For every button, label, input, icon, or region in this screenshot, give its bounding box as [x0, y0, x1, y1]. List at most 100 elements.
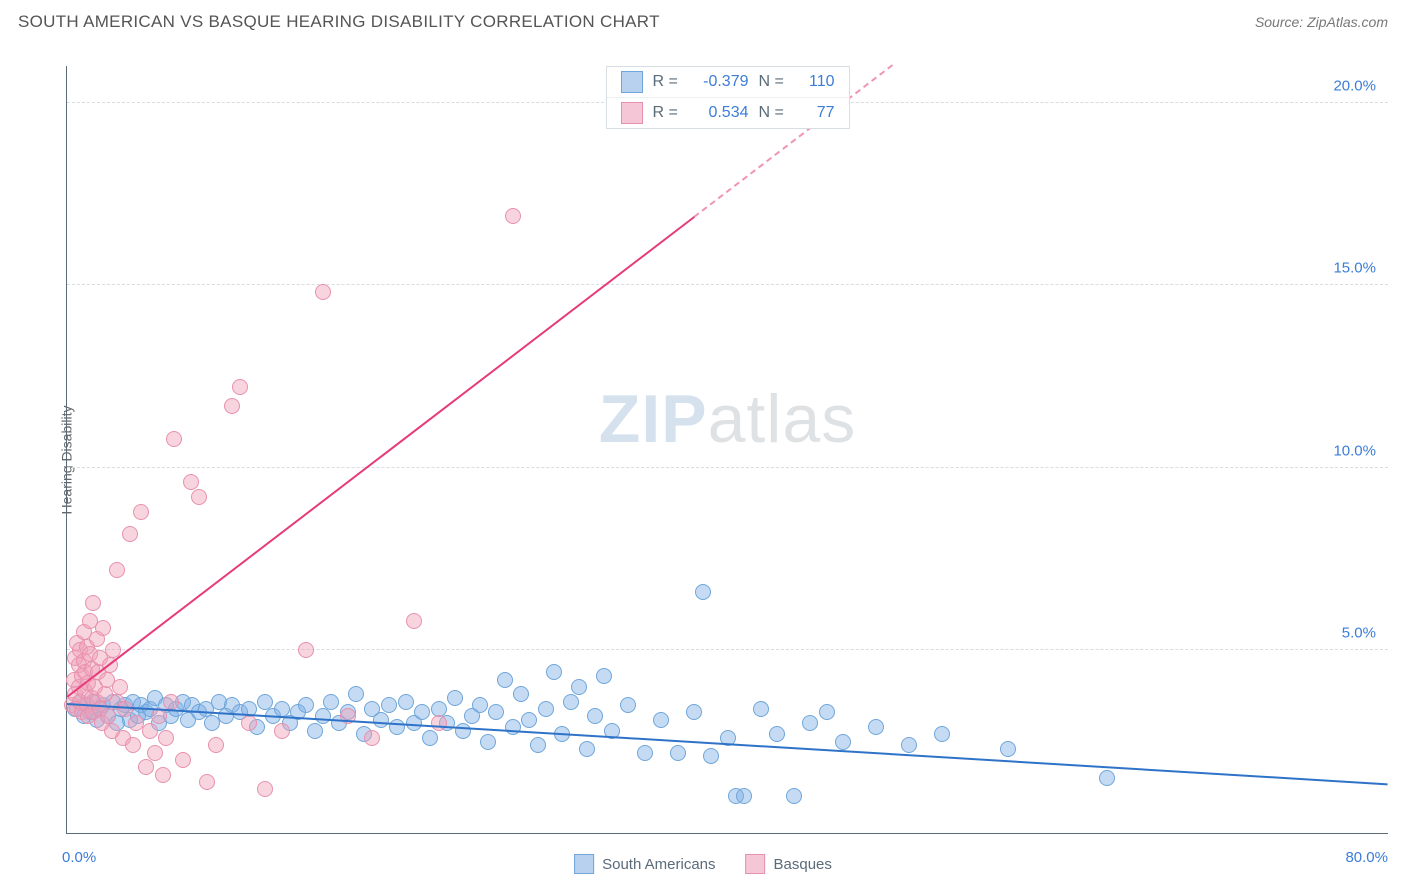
- scatter-point: [521, 712, 537, 728]
- scatter-point: [538, 701, 554, 717]
- scatter-point: [147, 745, 163, 761]
- plot-area: ZIPatlas R = -0.379 N = 110 R = 0.534 N …: [66, 66, 1388, 834]
- chart-title: SOUTH AMERICAN VS BASQUE HEARING DISABIL…: [18, 12, 660, 32]
- scatter-point: [472, 697, 488, 713]
- scatter-point: [587, 708, 603, 724]
- legend-r-value-1: 0.534: [689, 104, 749, 122]
- legend-r-label: R =: [653, 104, 679, 122]
- watermark-atlas: atlas: [708, 381, 857, 457]
- scatter-point: [736, 788, 752, 804]
- legend-row-series-1: R = 0.534 N = 77: [607, 97, 849, 128]
- scatter-point: [530, 737, 546, 753]
- scatter-point: [224, 398, 240, 414]
- scatter-point: [1099, 770, 1115, 786]
- scatter-point: [901, 737, 917, 753]
- chart-header: SOUTH AMERICAN VS BASQUE HEARING DISABIL…: [0, 0, 1406, 40]
- legend-label-1: Basques: [774, 856, 832, 873]
- legend-swatch-1: [621, 102, 643, 124]
- scatter-point: [802, 715, 818, 731]
- scatter-point: [298, 697, 314, 713]
- scatter-point: [298, 642, 314, 658]
- scatter-point: [241, 715, 257, 731]
- legend-row-series-0: R = -0.379 N = 110: [607, 67, 849, 97]
- scatter-point: [373, 712, 389, 728]
- scatter-point: [85, 595, 101, 611]
- scatter-point: [364, 730, 380, 746]
- grid-line: [67, 467, 1388, 468]
- grid-line: [67, 284, 1388, 285]
- scatter-point: [695, 584, 711, 600]
- scatter-point: [315, 708, 331, 724]
- y-tick-label: 5.0%: [1342, 625, 1376, 642]
- scatter-point: [155, 767, 171, 783]
- scatter-point: [769, 726, 785, 742]
- scatter-point: [637, 745, 653, 761]
- scatter-point: [133, 504, 149, 520]
- scatter-point: [389, 719, 405, 735]
- scatter-point: [431, 715, 447, 731]
- scatter-point: [112, 679, 128, 695]
- scatter-point: [571, 679, 587, 695]
- x-tick-min: 0.0%: [62, 849, 96, 866]
- scatter-point: [703, 748, 719, 764]
- scatter-point: [406, 613, 422, 629]
- scatter-point: [835, 734, 851, 750]
- scatter-point: [125, 737, 141, 753]
- scatter-point: [122, 526, 138, 542]
- scatter-point: [546, 664, 562, 680]
- scatter-point: [398, 694, 414, 710]
- watermark: ZIPatlas: [599, 380, 856, 458]
- scatter-point: [166, 431, 182, 447]
- legend-r-label: R =: [653, 73, 679, 91]
- scatter-point: [620, 697, 636, 713]
- scatter-point: [431, 701, 447, 717]
- correlation-legend: R = -0.379 N = 110 R = 0.534 N = 77: [606, 66, 850, 129]
- legend-item-1: Basques: [746, 854, 832, 874]
- scatter-point: [232, 379, 248, 395]
- scatter-point: [819, 704, 835, 720]
- scatter-point: [183, 474, 199, 490]
- scatter-point: [786, 788, 802, 804]
- legend-label-0: South Americans: [602, 856, 715, 873]
- y-tick-label: 15.0%: [1333, 260, 1376, 277]
- scatter-point: [1000, 741, 1016, 757]
- source-label: Source: ZipAtlas.com: [1255, 14, 1388, 30]
- scatter-point: [686, 704, 702, 720]
- scatter-point: [513, 686, 529, 702]
- legend-swatch-1: [746, 854, 766, 874]
- x-tick-max: 80.0%: [1345, 849, 1388, 866]
- scatter-point: [191, 489, 207, 505]
- scatter-point: [497, 672, 513, 688]
- legend-n-value-0: 110: [795, 73, 835, 91]
- scatter-point: [670, 745, 686, 761]
- scatter-point: [455, 723, 471, 739]
- scatter-point: [596, 668, 612, 684]
- watermark-zip: ZIP: [599, 381, 708, 457]
- scatter-point: [414, 704, 430, 720]
- scatter-point: [208, 737, 224, 753]
- scatter-point: [257, 781, 273, 797]
- scatter-point: [95, 620, 111, 636]
- scatter-point: [315, 284, 331, 300]
- grid-line: [67, 649, 1388, 650]
- legend-swatch-0: [621, 71, 643, 93]
- scatter-point: [381, 697, 397, 713]
- scatter-point: [348, 686, 364, 702]
- legend-n-label: N =: [759, 73, 785, 91]
- trend-line: [66, 216, 695, 698]
- scatter-point: [488, 704, 504, 720]
- legend-item-0: South Americans: [574, 854, 715, 874]
- scatter-point: [257, 694, 273, 710]
- scatter-point: [505, 208, 521, 224]
- scatter-point: [274, 723, 290, 739]
- legend-n-value-1: 77: [795, 104, 835, 122]
- scatter-point: [563, 694, 579, 710]
- scatter-point: [323, 694, 339, 710]
- scatter-point: [158, 730, 174, 746]
- scatter-point: [480, 734, 496, 750]
- scatter-point: [422, 730, 438, 746]
- series-legend: South Americans Basques: [574, 854, 832, 874]
- trend-line: [67, 703, 1388, 785]
- scatter-point: [579, 741, 595, 757]
- scatter-point: [138, 759, 154, 775]
